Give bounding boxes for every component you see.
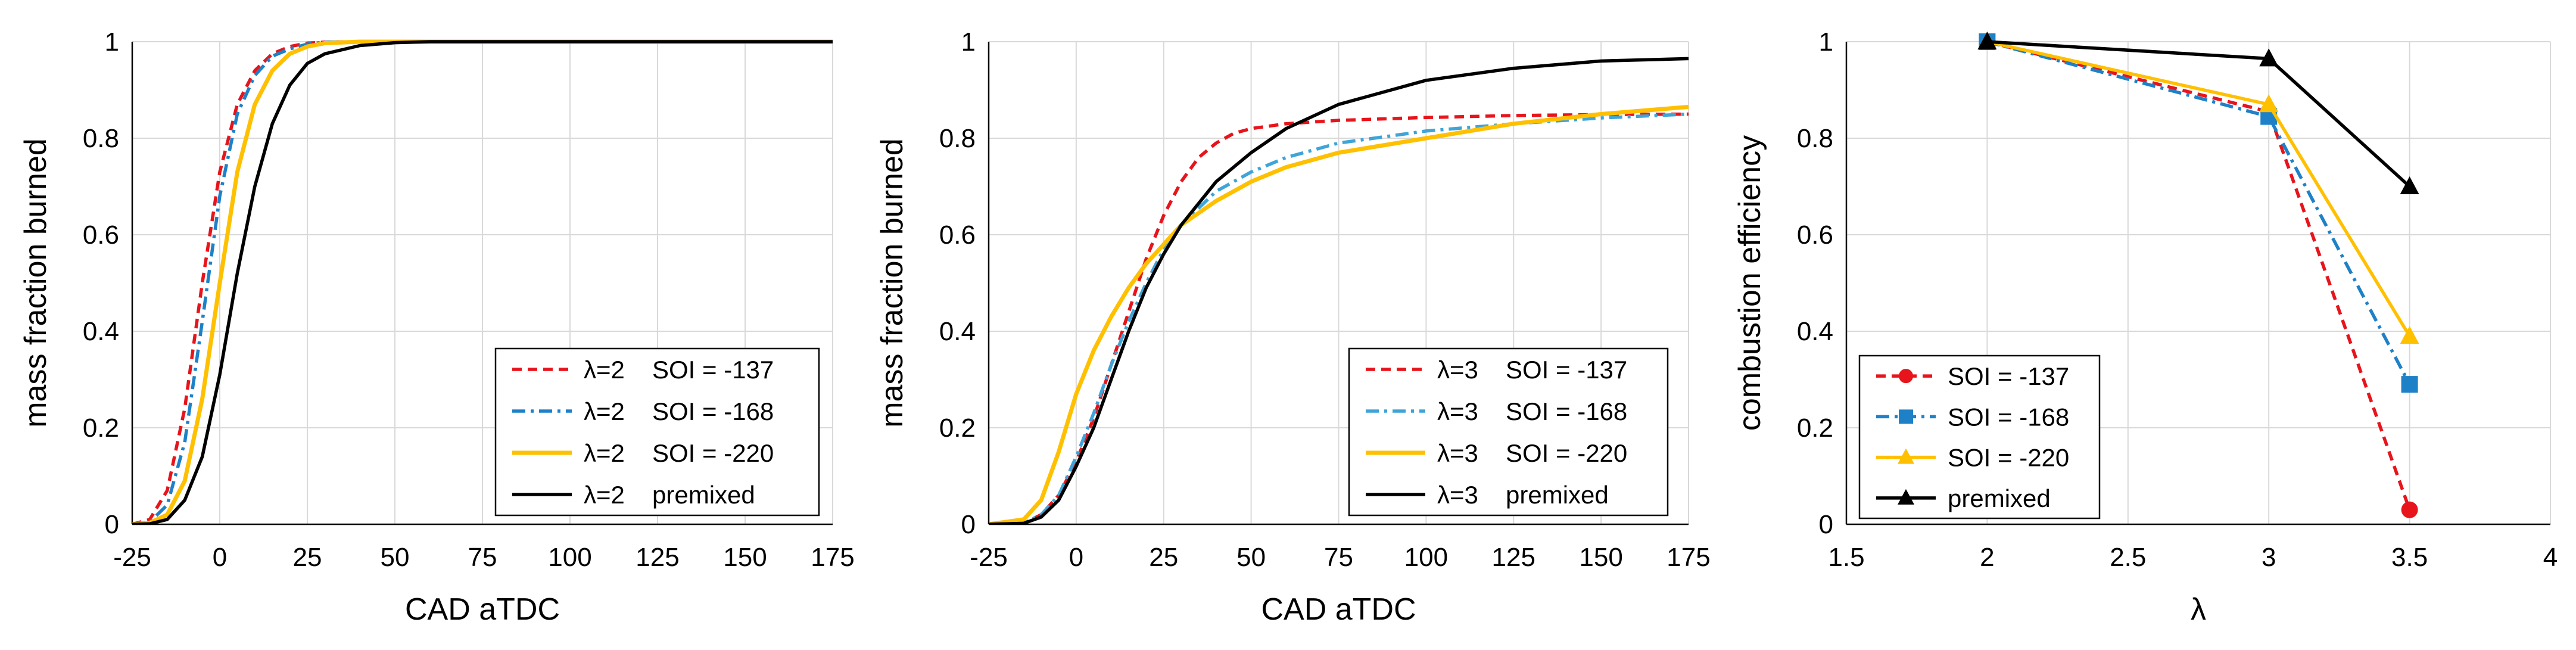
- y-tick-label: 1: [961, 27, 976, 57]
- y-tick-label: 0.2: [939, 413, 976, 443]
- x-tick-label: 100: [548, 543, 591, 572]
- data-point-triangle: [2259, 94, 2279, 113]
- legend-marker-triangle: [1898, 489, 1914, 505]
- x-axis-label: CAD aTDC: [405, 592, 560, 627]
- series-line-2: [1986, 40, 2412, 385]
- legend-lambda-label: λ=2: [584, 481, 625, 509]
- legend-box: [1348, 347, 1669, 517]
- legend-label: SOI = -137: [1506, 356, 1627, 384]
- legend-lambda-label: λ=2: [584, 397, 625, 425]
- y-tick-label: 0.4: [939, 317, 976, 346]
- x-tick-label: 75: [1324, 543, 1353, 572]
- y-axis-label: mass fraction burned: [875, 138, 909, 428]
- data-point-triangle: [2400, 176, 2419, 194]
- x-tick-label: 175: [811, 543, 854, 572]
- x-tick-label: -25: [970, 543, 1008, 572]
- legend-marker-circle: [1899, 369, 1913, 384]
- legend-label: premixed: [1948, 484, 2051, 512]
- legend-label: premixed: [652, 481, 755, 509]
- y-tick-label: 0.8: [83, 124, 119, 153]
- x-tick-label: 175: [1667, 543, 1710, 572]
- x-tick-label: 50: [381, 543, 410, 572]
- legend-lambda-label: λ=3: [1437, 356, 1478, 384]
- x-tick-label: 1.5: [1828, 543, 1864, 572]
- y-tick-label: 0.6: [939, 220, 976, 250]
- y-tick-label: 0.4: [1797, 317, 1833, 346]
- series-line-3: [1986, 40, 2411, 337]
- x-tick-label: 3: [2262, 543, 2276, 572]
- legend-label: premixed: [1506, 481, 1609, 509]
- legend-label: SOI = -220: [652, 439, 774, 467]
- data-point-triangle: [2259, 48, 2279, 67]
- series-line-1: [132, 40, 833, 524]
- y-tick-label: 0.2: [1797, 413, 1833, 443]
- data-point-triangle: [1977, 32, 1997, 49]
- data-point-triangle: [2400, 326, 2419, 344]
- chart-mfb-lambda-3: -25 0 25 50 75 100 125 150 175 0 0.2 0.4 0.6 0.8 1 CAD …: [875, 27, 1711, 627]
- legend-lambda-label: λ=3: [1437, 439, 1478, 467]
- y-axis-label: combustion efficiency: [1733, 135, 1767, 431]
- legend-lambda-label: λ=3: [1437, 397, 1478, 425]
- legend-lambda-label: λ=2: [584, 439, 625, 467]
- x-tick-label: 125: [636, 543, 679, 572]
- x-axis-label: λ: [2191, 592, 2206, 627]
- legend-label: SOI = -220: [1948, 444, 2069, 472]
- x-tick-label: 2: [1980, 543, 1994, 572]
- x-tick-label: 4: [2543, 543, 2558, 572]
- legend-label: SOI = -168: [652, 397, 774, 425]
- legend-lambda-label: λ=3: [1437, 481, 1478, 509]
- y-tick-label: 0: [1819, 510, 1833, 539]
- legend-marker-square: [1899, 409, 1913, 424]
- y-tick-label: 0.4: [83, 317, 119, 346]
- legend-box: [494, 347, 820, 517]
- legend-label: SOI = -168: [1948, 403, 2069, 431]
- y-tick-label: 0.8: [1797, 124, 1833, 153]
- legend-label: SOI = -137: [652, 356, 774, 384]
- data-point-circle: [2401, 501, 2418, 518]
- chart-mfb-lambda-2: -25 0 25 50 75 100 125 150 175 0 0.2 0.4 0.6 0.8 1 CAD …: [18, 27, 855, 627]
- series-line-2: [132, 40, 833, 524]
- y-tick-label: 0: [105, 510, 119, 539]
- legend-marker-triangle: [1898, 448, 1914, 464]
- series-line-4: [132, 40, 833, 524]
- legend-label: SOI = -220: [1506, 439, 1627, 467]
- x-tick-label: -25: [113, 543, 151, 572]
- y-tick-label: 1: [105, 27, 119, 57]
- series-line-3: [989, 104, 1689, 524]
- x-tick-label: 150: [1579, 543, 1622, 572]
- y-tick-label: 0.6: [83, 220, 119, 250]
- x-tick-label: 0: [213, 543, 227, 572]
- x-tick-label: 0: [1069, 543, 1083, 572]
- legend-label: SOI = -168: [1506, 397, 1627, 425]
- x-axis-label: CAD aTDC: [1261, 592, 1416, 627]
- legend-lambda-label: λ=2: [584, 356, 625, 384]
- y-tick-label: 0.2: [83, 413, 119, 443]
- x-tick-label: 3.5: [2391, 543, 2428, 572]
- y-tick-label: 1: [1819, 27, 1833, 57]
- x-tick-label: 25: [1149, 543, 1178, 572]
- data-point-square: [2401, 376, 2418, 393]
- y-axis-label: mass fraction burned: [18, 138, 53, 428]
- series-line-4: [1987, 40, 2411, 188]
- x-tick-label: 75: [468, 543, 497, 572]
- x-tick-label: 100: [1404, 543, 1448, 572]
- x-tick-label: 150: [723, 543, 767, 572]
- x-tick-label: 50: [1236, 543, 1266, 572]
- legend-label: SOI = -137: [1948, 362, 2069, 390]
- series-line-1: [1986, 40, 2412, 511]
- y-tick-label: 0: [961, 510, 976, 539]
- y-tick-label: 0.8: [939, 124, 976, 153]
- x-tick-label: 25: [293, 543, 322, 572]
- series-line-3: [132, 39, 833, 524]
- chart-combustion-efficiency: 1.5 2 2.5 3 3.5 4 0 0.2 0.4 0.6 0.8 1 λ combustion ef…: [1733, 27, 2558, 627]
- y-tick-label: 0.6: [1797, 220, 1833, 250]
- series-line-4: [989, 57, 1689, 524]
- series-line-2: [989, 112, 1689, 524]
- x-tick-label: 125: [1492, 543, 1535, 572]
- legend-box: [1858, 354, 2101, 520]
- x-tick-label: 2.5: [2110, 543, 2146, 572]
